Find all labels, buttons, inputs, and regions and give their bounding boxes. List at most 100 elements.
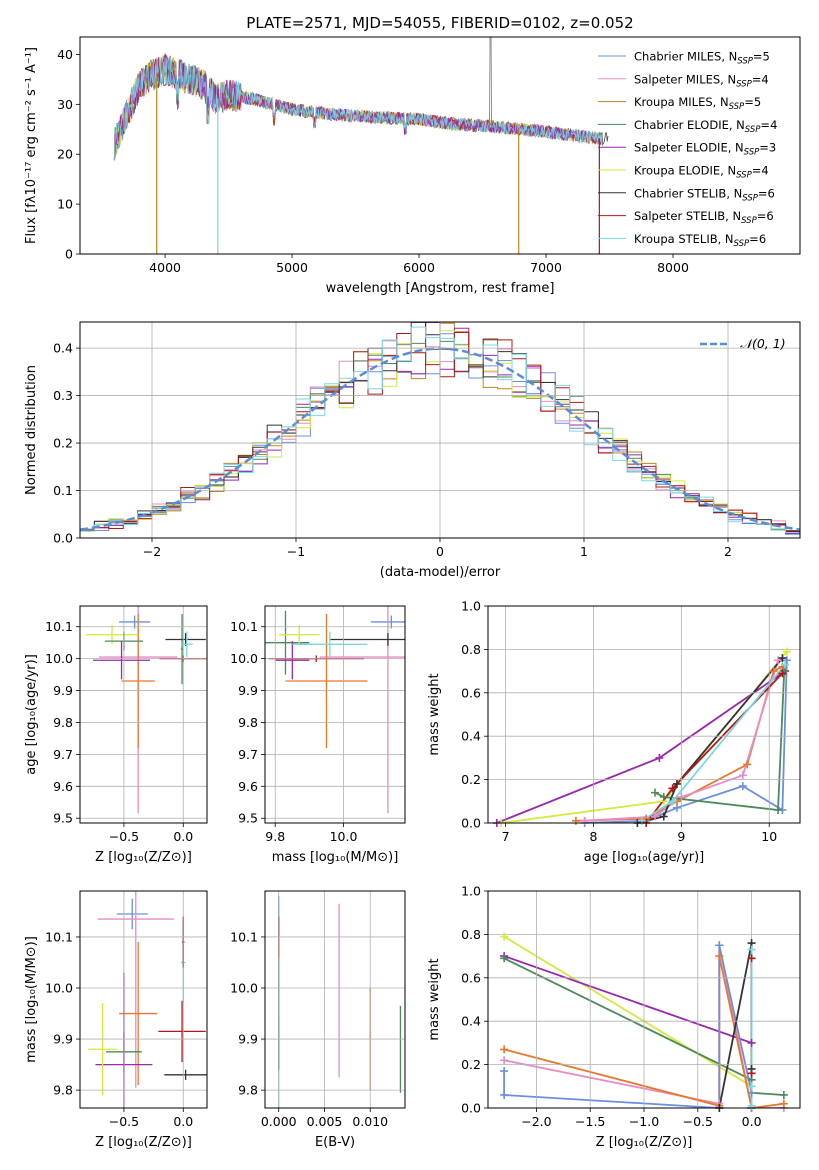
x-tick-label: 0.000 (261, 1114, 297, 1129)
weight-marker (715, 952, 724, 961)
chart-title: PLATE=2571, MJD=54055, FIBERID=0102, z=0… (246, 14, 633, 32)
weight-marker (668, 797, 677, 806)
y-tick-label: 0.8 (461, 642, 481, 657)
weight-marker (738, 771, 747, 780)
x-tick-label: 10.0 (330, 829, 358, 844)
legend-entry: 𝒩(0, 1) (740, 336, 786, 351)
y-tick-label: 0.4 (461, 1014, 481, 1029)
panel-age-vs-mass: 9.8 10.0 9.5 9.6 9.7 9.8 9.9 10.0 10.1 mass [log₁… (230, 605, 406, 865)
x-tick-label: 5000 (276, 260, 308, 275)
x-tick-label: 6000 (403, 260, 435, 275)
plot-area (278, 896, 402, 1108)
x-tick-label: −0.5 (109, 829, 139, 844)
legend-entry: Kroupa ELODIE, NSSP=4 (634, 164, 769, 181)
weight-marker (659, 812, 668, 821)
legend-nssp-eq: = (758, 186, 768, 200)
weight-marker (778, 669, 787, 678)
weight-marker (655, 753, 664, 762)
weight-marker (677, 792, 686, 801)
legend-nssp-value: 4 (761, 164, 768, 178)
legend-series-name: Chabrier ELODIE (634, 118, 729, 132)
legend-subscript: SSP (745, 125, 761, 135)
legend-nssp-prefix: , N (720, 72, 736, 86)
legend-nssp-eq: = (749, 232, 759, 246)
x-axis-label: age [log₁₀(age/yr)] (584, 850, 705, 865)
weight-marker (778, 654, 787, 663)
y-tick-label: 9.8 (238, 1083, 258, 1098)
x-tick-label: 0.0 (173, 829, 193, 844)
spectrum-line (113, 55, 603, 161)
y-tick-label: 30 (57, 97, 73, 112)
panel-mass-vs-EBV: 0.000 0.005 0.010 9.8 9.9 10.0 10.1 E(B-V) (230, 890, 406, 1150)
x-tick-label: −1.0 (629, 1114, 659, 1129)
x-tick-label: 0.010 (352, 1114, 388, 1129)
weight-marker (500, 1067, 509, 1076)
y-tick-label: 9.6 (53, 779, 73, 794)
weight-marker (747, 1069, 756, 1078)
y-tick-label: 10.1 (45, 929, 73, 944)
x-tick-label: 1 (580, 544, 588, 559)
x-tick-label: 8000 (657, 260, 689, 275)
weight-marker (650, 812, 659, 821)
legend-entry: Salpeter MILES, NSSP=4 (634, 72, 769, 89)
y-tick-label: 0.4 (461, 729, 481, 744)
weight-line (584, 660, 788, 823)
y-axis-label: mass weight (427, 673, 442, 755)
legend-nssp-value: 4 (770, 118, 777, 132)
y-tick-label: 9.7 (238, 747, 258, 762)
x-axis-label: mass [log₁₀(M/M⊙)] (272, 850, 399, 865)
plot-area (88, 891, 207, 1108)
x-axis-label: wavelength [Angstrom, rest frame] (326, 281, 555, 296)
y-tick-label: 9.9 (53, 1032, 73, 1047)
weight-marker (500, 1090, 509, 1099)
x-tick-label: 2 (724, 544, 732, 559)
x-axis-label: Z [log₁₀(Z/Z⊙)] (596, 1135, 693, 1150)
x-tick-label: 0.005 (307, 1114, 343, 1129)
y-tick-label: 0.2 (461, 772, 481, 787)
weight-marker (738, 782, 747, 791)
axes-frame (487, 890, 801, 1109)
y-axis-label: mass weight (427, 958, 442, 1040)
legend-nssp-prefix: , N (721, 50, 737, 64)
legend-series-name: Salpeter MILES (634, 72, 720, 86)
spectrum-line (113, 56, 603, 161)
x-tick-label: 0.0 (742, 1114, 762, 1129)
x-tick-label: −0.5 (683, 1114, 713, 1129)
y-tick-label: 10.1 (45, 619, 73, 634)
legend-subscript: SSP (734, 239, 750, 249)
weight-marker (500, 932, 509, 941)
weight-line (501, 651, 788, 823)
legend-subscript: SSP (741, 216, 757, 226)
legend-nssp-value: 6 (768, 186, 775, 200)
weight-marker (779, 1090, 788, 1099)
weight-marker (782, 647, 791, 656)
weight-marker (668, 784, 677, 793)
legend-nssp-prefix: , N (713, 95, 729, 109)
weight-marker (747, 954, 756, 963)
legend-entry: Kroupa MILES, NSSP=5 (634, 95, 761, 112)
x-tick-label: 4000 (149, 260, 181, 275)
weight-marker (650, 788, 659, 797)
legend-nssp-prefix: , N (718, 232, 734, 246)
x-tick-label: 9 (677, 829, 685, 844)
legend-series-name: Salpeter ELODIE (634, 141, 728, 155)
y-tick-label: 0.4 (53, 341, 73, 356)
legend-nssp-value: 4 (761, 72, 768, 86)
weight-marker (500, 1045, 509, 1054)
x-tick-label: 7000 (530, 260, 562, 275)
emission-spike (489, 37, 492, 127)
legend-entry: Kroupa STELIB, NSSP=6 (634, 232, 766, 249)
y-tick-label: 9.5 (53, 811, 73, 826)
x-tick-label: 8 (589, 829, 597, 844)
weight-marker (659, 792, 668, 801)
axes-frame (79, 890, 208, 1109)
x-tick-label: 10 (761, 829, 777, 844)
y-tick-label: 9.9 (238, 683, 258, 698)
x-tick-label: 0 (436, 544, 444, 559)
y-axis-label: Flux [fλ10⁻¹⁷ erg cm⁻² s⁻¹ A⁻¹] (24, 47, 39, 244)
spectrum-line (113, 55, 603, 161)
y-tick-label: 0.1 (53, 483, 73, 498)
x-tick-label: −0.5 (109, 1114, 139, 1129)
legend-nssp-value: 5 (754, 95, 761, 109)
